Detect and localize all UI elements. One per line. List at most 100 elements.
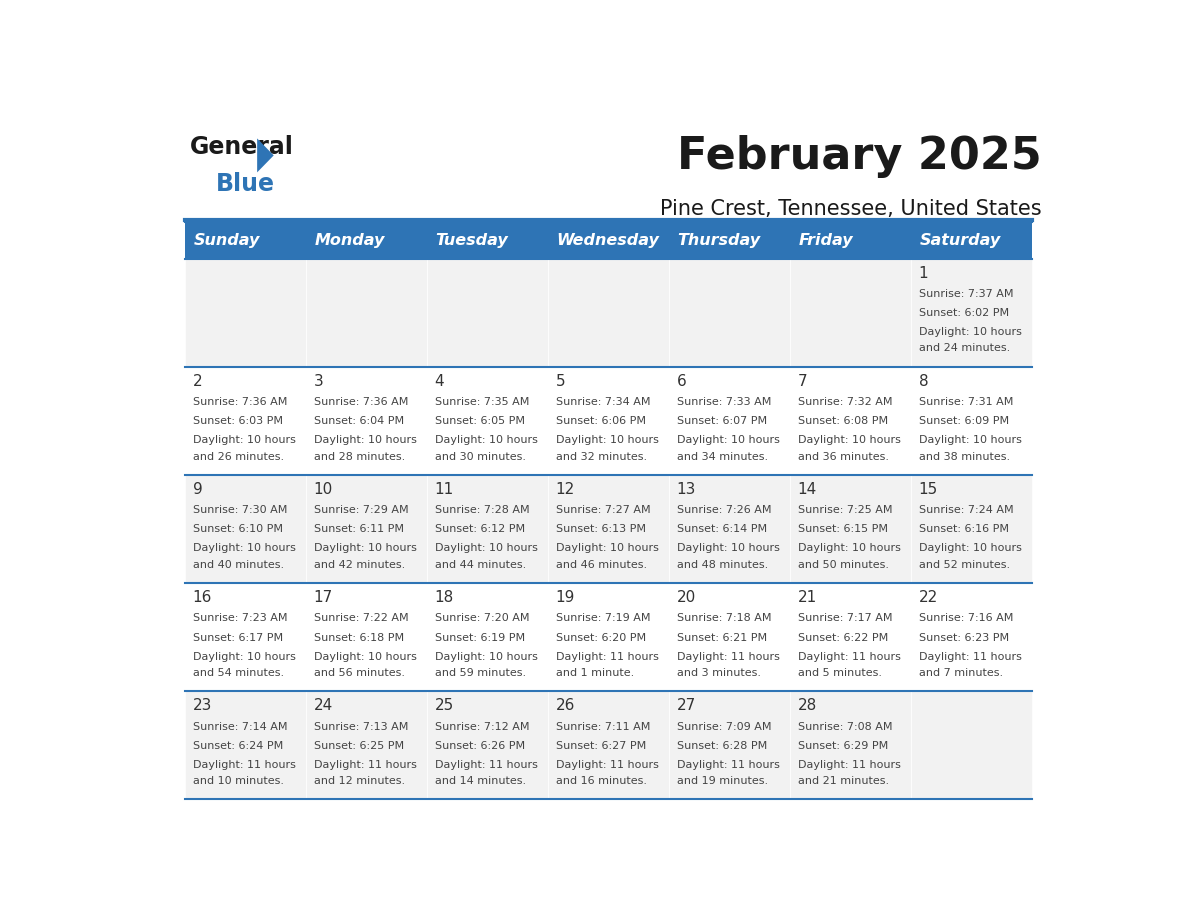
Text: and 19 minutes.: and 19 minutes. xyxy=(677,776,767,786)
FancyBboxPatch shape xyxy=(549,691,669,800)
FancyBboxPatch shape xyxy=(911,583,1032,691)
FancyBboxPatch shape xyxy=(669,691,790,800)
FancyBboxPatch shape xyxy=(185,367,307,475)
Text: Daylight: 10 hours: Daylight: 10 hours xyxy=(314,435,417,445)
FancyBboxPatch shape xyxy=(549,367,669,475)
Text: Daylight: 10 hours: Daylight: 10 hours xyxy=(192,543,296,554)
Text: and 36 minutes.: and 36 minutes. xyxy=(797,452,889,462)
FancyBboxPatch shape xyxy=(911,367,1032,475)
Text: Sunrise: 7:16 AM: Sunrise: 7:16 AM xyxy=(918,613,1013,623)
Text: Sunset: 6:15 PM: Sunset: 6:15 PM xyxy=(797,524,887,534)
Text: Sunrise: 7:29 AM: Sunrise: 7:29 AM xyxy=(314,505,409,515)
FancyBboxPatch shape xyxy=(185,691,307,800)
Text: Sunset: 6:16 PM: Sunset: 6:16 PM xyxy=(918,524,1009,534)
FancyBboxPatch shape xyxy=(790,222,911,259)
FancyBboxPatch shape xyxy=(307,222,428,259)
Text: Daylight: 11 hours: Daylight: 11 hours xyxy=(435,760,538,770)
FancyBboxPatch shape xyxy=(790,583,911,691)
Text: Sunset: 6:12 PM: Sunset: 6:12 PM xyxy=(435,524,525,534)
Text: Sunrise: 7:20 AM: Sunrise: 7:20 AM xyxy=(435,613,529,623)
FancyBboxPatch shape xyxy=(549,222,669,259)
Text: Sunrise: 7:24 AM: Sunrise: 7:24 AM xyxy=(918,505,1013,515)
FancyBboxPatch shape xyxy=(669,259,790,367)
Text: and 42 minutes.: and 42 minutes. xyxy=(314,560,405,570)
Text: Daylight: 10 hours: Daylight: 10 hours xyxy=(435,435,538,445)
FancyBboxPatch shape xyxy=(790,691,911,800)
Text: 21: 21 xyxy=(797,590,817,605)
Text: 14: 14 xyxy=(797,482,817,497)
Text: 5: 5 xyxy=(556,374,565,389)
Text: 19: 19 xyxy=(556,590,575,605)
Text: and 44 minutes.: and 44 minutes. xyxy=(435,560,526,570)
Text: Sunrise: 7:31 AM: Sunrise: 7:31 AM xyxy=(918,397,1013,408)
Text: Daylight: 11 hours: Daylight: 11 hours xyxy=(677,760,779,770)
Text: Sunset: 6:08 PM: Sunset: 6:08 PM xyxy=(797,416,887,426)
Text: Sunrise: 7:36 AM: Sunrise: 7:36 AM xyxy=(314,397,407,408)
FancyBboxPatch shape xyxy=(307,475,428,583)
FancyBboxPatch shape xyxy=(790,475,911,583)
Text: Sunset: 6:29 PM: Sunset: 6:29 PM xyxy=(797,741,887,751)
Text: Sunrise: 7:14 AM: Sunrise: 7:14 AM xyxy=(192,722,287,732)
Text: Daylight: 10 hours: Daylight: 10 hours xyxy=(797,435,901,445)
Text: and 12 minutes.: and 12 minutes. xyxy=(314,776,405,786)
FancyBboxPatch shape xyxy=(669,475,790,583)
Text: 6: 6 xyxy=(677,374,687,389)
Text: Daylight: 10 hours: Daylight: 10 hours xyxy=(314,543,417,554)
Text: and 50 minutes.: and 50 minutes. xyxy=(797,560,889,570)
Text: Sunset: 6:17 PM: Sunset: 6:17 PM xyxy=(192,633,283,643)
Text: Sunset: 6:02 PM: Sunset: 6:02 PM xyxy=(918,308,1009,318)
Polygon shape xyxy=(257,139,273,173)
Text: Daylight: 10 hours: Daylight: 10 hours xyxy=(556,435,658,445)
Text: Daylight: 10 hours: Daylight: 10 hours xyxy=(677,543,779,554)
Text: Sunset: 6:04 PM: Sunset: 6:04 PM xyxy=(314,416,404,426)
Text: and 26 minutes.: and 26 minutes. xyxy=(192,452,284,462)
Text: and 5 minutes.: and 5 minutes. xyxy=(797,668,881,677)
Text: and 38 minutes.: and 38 minutes. xyxy=(918,452,1010,462)
Text: 1: 1 xyxy=(918,265,928,281)
Text: Thursday: Thursday xyxy=(677,233,760,248)
Text: Pine Crest, Tennessee, United States: Pine Crest, Tennessee, United States xyxy=(661,198,1042,218)
Text: Sunset: 6:10 PM: Sunset: 6:10 PM xyxy=(192,524,283,534)
Text: Saturday: Saturday xyxy=(920,233,1001,248)
Text: Daylight: 10 hours: Daylight: 10 hours xyxy=(797,543,901,554)
Text: and 32 minutes.: and 32 minutes. xyxy=(556,452,646,462)
Text: 4: 4 xyxy=(435,374,444,389)
Text: Sunrise: 7:27 AM: Sunrise: 7:27 AM xyxy=(556,505,650,515)
Text: 25: 25 xyxy=(435,699,454,713)
Text: Sunrise: 7:23 AM: Sunrise: 7:23 AM xyxy=(192,613,287,623)
Text: Daylight: 11 hours: Daylight: 11 hours xyxy=(797,760,901,770)
Text: Sunrise: 7:18 AM: Sunrise: 7:18 AM xyxy=(677,613,771,623)
Text: Sunday: Sunday xyxy=(194,233,260,248)
FancyBboxPatch shape xyxy=(549,583,669,691)
FancyBboxPatch shape xyxy=(790,367,911,475)
Text: Sunset: 6:25 PM: Sunset: 6:25 PM xyxy=(314,741,404,751)
Text: Sunrise: 7:13 AM: Sunrise: 7:13 AM xyxy=(314,722,407,732)
Text: Daylight: 11 hours: Daylight: 11 hours xyxy=(314,760,417,770)
Text: and 56 minutes.: and 56 minutes. xyxy=(314,668,405,677)
Text: Sunrise: 7:11 AM: Sunrise: 7:11 AM xyxy=(556,722,650,732)
Text: and 7 minutes.: and 7 minutes. xyxy=(918,668,1003,677)
Text: Daylight: 10 hours: Daylight: 10 hours xyxy=(918,543,1022,554)
FancyBboxPatch shape xyxy=(307,583,428,691)
Text: Sunset: 6:03 PM: Sunset: 6:03 PM xyxy=(192,416,283,426)
Text: Daylight: 11 hours: Daylight: 11 hours xyxy=(677,652,779,662)
FancyBboxPatch shape xyxy=(549,259,669,367)
Text: 20: 20 xyxy=(677,590,696,605)
Text: and 34 minutes.: and 34 minutes. xyxy=(677,452,767,462)
Text: Sunrise: 7:26 AM: Sunrise: 7:26 AM xyxy=(677,505,771,515)
Text: February 2025: February 2025 xyxy=(677,135,1042,178)
Text: Daylight: 11 hours: Daylight: 11 hours xyxy=(556,760,658,770)
FancyBboxPatch shape xyxy=(911,222,1032,259)
Text: Daylight: 11 hours: Daylight: 11 hours xyxy=(556,652,658,662)
Text: 12: 12 xyxy=(556,482,575,497)
Text: Sunset: 6:27 PM: Sunset: 6:27 PM xyxy=(556,741,646,751)
Text: 7: 7 xyxy=(797,374,808,389)
Text: and 1 minute.: and 1 minute. xyxy=(556,668,634,677)
FancyBboxPatch shape xyxy=(669,367,790,475)
FancyBboxPatch shape xyxy=(428,583,549,691)
Text: Sunset: 6:20 PM: Sunset: 6:20 PM xyxy=(556,633,646,643)
Text: and 46 minutes.: and 46 minutes. xyxy=(556,560,646,570)
Text: Daylight: 10 hours: Daylight: 10 hours xyxy=(556,543,658,554)
Text: and 40 minutes.: and 40 minutes. xyxy=(192,560,284,570)
Text: 9: 9 xyxy=(192,482,202,497)
